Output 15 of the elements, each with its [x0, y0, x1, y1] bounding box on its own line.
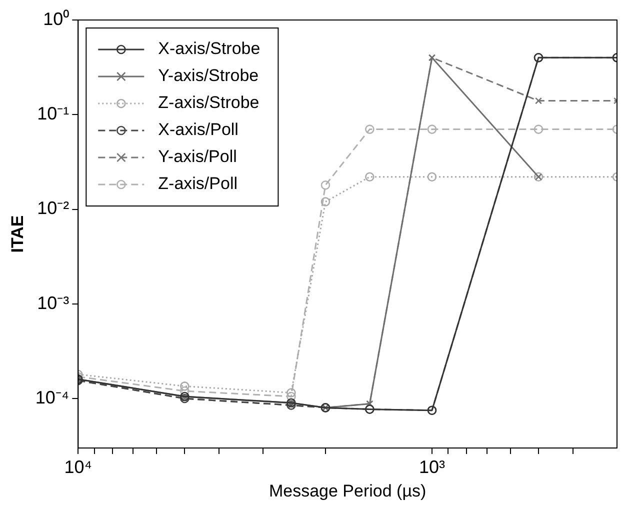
- x-tick-label: 10³: [418, 456, 445, 477]
- y-axis-title: ITAE: [8, 215, 27, 253]
- y-tick-label: 10⁻¹: [37, 104, 70, 124]
- legend-label: Y-axis/Strobe: [158, 66, 259, 86]
- x-tick-label: 10⁴: [64, 456, 92, 477]
- y-tick-label: 10⁻⁴: [35, 387, 70, 408]
- y-tick-label: 10⁻³: [37, 292, 70, 313]
- legend-label: X-axis/Strobe: [158, 39, 260, 58]
- legend-label: Y-axis/Poll: [158, 147, 237, 166]
- x-axis-title: Message Period (µs): [268, 481, 426, 500]
- y-tick-label: 10⁰: [43, 8, 70, 29]
- y-tick-label: 10⁻²: [37, 198, 70, 218]
- legend-label: Z-axis/Poll: [158, 174, 238, 194]
- legend-label: X-axis/Poll: [158, 120, 238, 140]
- legend-label: Z-axis/Strobe: [158, 93, 260, 112]
